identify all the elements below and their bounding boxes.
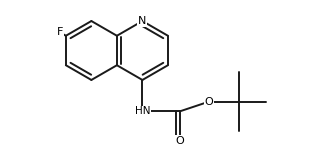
Text: O: O: [175, 136, 184, 146]
Text: O: O: [205, 97, 214, 106]
Text: N: N: [138, 16, 147, 26]
Text: F: F: [57, 27, 63, 37]
Text: HN: HN: [135, 106, 150, 116]
